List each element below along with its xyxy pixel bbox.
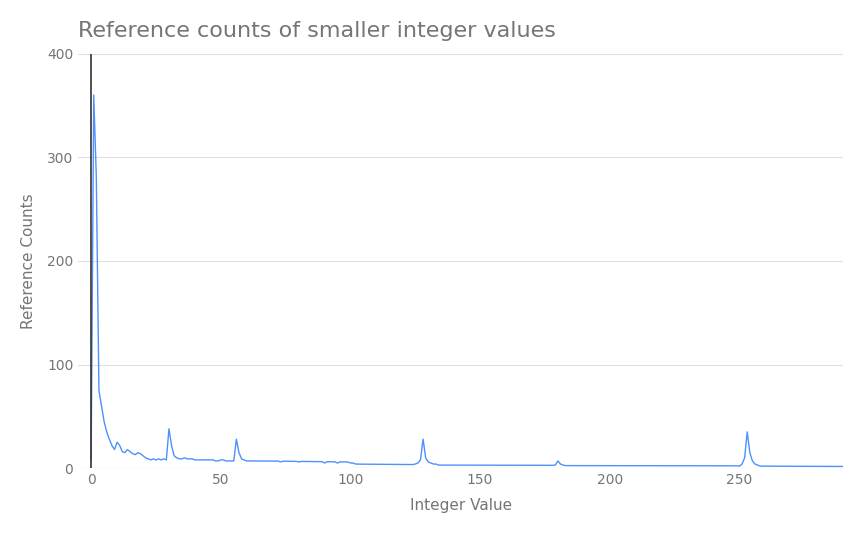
Y-axis label: Reference Counts: Reference Counts <box>21 193 35 328</box>
X-axis label: Integer Value: Integer Value <box>410 498 511 513</box>
Text: Reference counts of smaller integer values: Reference counts of smaller integer valu… <box>78 21 556 41</box>
